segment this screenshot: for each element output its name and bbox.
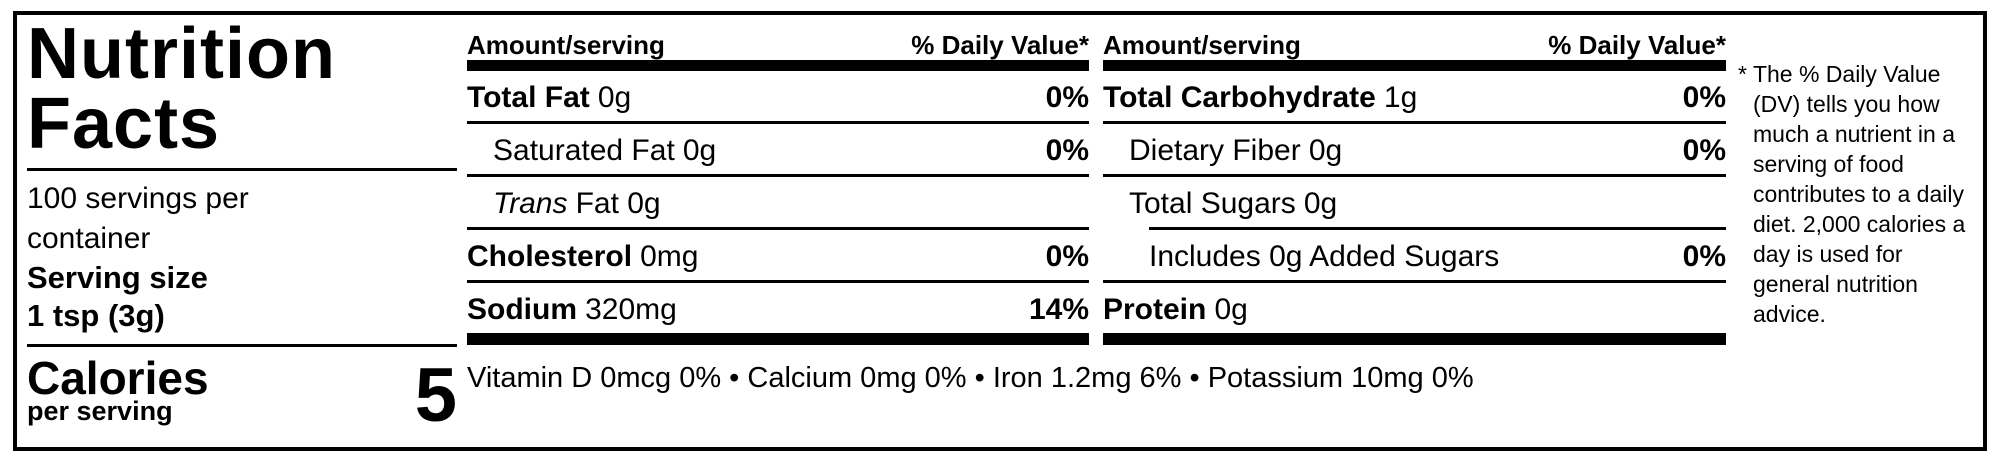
label-left-panel: Nutrition Facts 100 servings per contain… — [17, 15, 467, 447]
nutrient-amount: 320mg — [585, 293, 677, 326]
label-border-box: Nutrition Facts 100 servings per contain… — [13, 11, 1987, 451]
nutrient-amount: 0g — [597, 81, 632, 114]
column-bottom-bar — [1103, 333, 1726, 345]
daily-value: 0% — [1045, 240, 1089, 273]
nutrient-name: Saturated Fat — [493, 134, 675, 167]
nutrient-name: Includes 0g Added Sugars — [1149, 240, 1500, 273]
divider — [27, 168, 457, 171]
divider — [467, 227, 1089, 230]
nutrient-name: Sodium — [467, 293, 577, 326]
divider — [467, 280, 1089, 283]
nutrient-amount: 0g — [1308, 134, 1343, 167]
row-total-sugars: Total Sugars 0g — [1103, 177, 1726, 227]
daily-value-header: % Daily Value* — [1548, 30, 1726, 60]
micronutrients-line: Vitamin D 0mcg 0% • Calcium 0mg 0% • Iro… — [467, 362, 1474, 394]
nutrient-name: Total Sugars — [1129, 187, 1296, 220]
nutrient-name: Protein — [1103, 293, 1207, 326]
row-added-sugars: Includes 0g Added Sugars 0% — [1103, 230, 1726, 280]
serving-size-label: Serving size — [27, 260, 208, 295]
daily-value-header: % Daily Value* — [911, 30, 1089, 60]
daily-value-footnote: * The % Daily Value (DV) tells you how m… — [1726, 15, 1983, 447]
daily-value: 0% — [1045, 134, 1089, 167]
calories-label-block: Calories per serving — [27, 352, 209, 426]
nutrient-name: Cholesterol — [467, 240, 633, 273]
daily-value: 14% — [1028, 293, 1089, 326]
nutrient-amount: 0g — [1303, 187, 1338, 220]
calories-label: Calories — [27, 352, 209, 404]
row-saturated-fat: Saturated Fat 0g 0% — [467, 124, 1089, 174]
row-sodium: Sodium 320mg 14% — [467, 283, 1089, 333]
divider-indented — [1149, 227, 1726, 230]
amount-serving-header: Amount/serving — [1103, 30, 1301, 60]
divider — [27, 344, 457, 347]
amount-serving-header: Amount/serving — [467, 30, 665, 60]
daily-value: 0% — [1682, 134, 1726, 167]
daily-value: 0% — [1045, 81, 1089, 114]
column-1-header: Amount/serving % Daily Value* — [467, 15, 1089, 60]
nutrient-amount: 0g — [1214, 293, 1248, 326]
header-bar — [467, 60, 1089, 71]
footnote-asterisk: * — [1738, 61, 1747, 87]
nutrition-facts-title: Nutrition Facts — [27, 14, 457, 164]
serving-size-value: 1 tsp (3g) — [27, 298, 165, 333]
daily-value: 0% — [1682, 240, 1726, 273]
column-2-header: Amount/serving % Daily Value* — [1103, 15, 1726, 60]
nutrient-amount: 1g — [1383, 81, 1418, 114]
divider — [1103, 280, 1726, 283]
nutrient-name: Total Carbohydrate — [1103, 81, 1376, 114]
daily-value: 0% — [1682, 81, 1726, 114]
nutrient-table: Amount/serving % Daily Value* Total Fat 0… — [467, 15, 1726, 447]
row-cholesterol: Cholesterol 0mg 0% — [467, 230, 1089, 280]
nutrient-column-2: Amount/serving % Daily Value* Total Carb… — [1103, 15, 1726, 345]
calories-row: Calories per serving 5 — [27, 352, 457, 438]
nutrient-amount: 0mg — [640, 240, 699, 273]
divider — [467, 121, 1089, 124]
footnote-text: The % Daily Value (DV) tells you how muc… — [1752, 61, 1966, 327]
nutrient-columns: Amount/serving % Daily Value* Total Fat 0… — [467, 15, 1726, 345]
divider — [1103, 121, 1726, 124]
row-dietary-fiber: Dietary Fiber 0g 0% — [1103, 124, 1726, 174]
nutrient-name: Dietary Fiber — [1129, 134, 1301, 167]
nutrient-name: Total Fat — [467, 81, 590, 114]
nutrient-name: Trans — [493, 187, 568, 220]
header-bar — [1103, 60, 1726, 71]
calories-sublabel: per serving — [27, 396, 173, 426]
row-protein: Protein 0g — [1103, 283, 1726, 333]
nutrient-amount: Fat 0g — [575, 187, 661, 220]
row-trans-fat: Trans Fat 0g — [467, 177, 1089, 227]
divider — [1103, 174, 1726, 177]
title-line-2: Facts — [27, 84, 221, 164]
column-gap — [1089, 15, 1103, 345]
calories-value: 5 — [414, 353, 457, 438]
nutrient-column-1: Amount/serving % Daily Value* Total Fat 0… — [467, 15, 1089, 345]
nutrient-amount: 0g — [682, 134, 717, 167]
divider — [467, 174, 1089, 177]
row-total-carbohydrate: Total Carbohydrate 1g 0% — [1103, 71, 1726, 121]
footnote-text-block: * The % Daily Value (DV) tells you how m… — [1738, 59, 1977, 329]
column-bottom-bar — [467, 333, 1089, 345]
servings-per-container: 100 servings per container — [27, 182, 249, 255]
row-total-fat: Total Fat 0g 0% — [467, 71, 1089, 121]
title-line-1: Nutrition — [27, 14, 336, 94]
